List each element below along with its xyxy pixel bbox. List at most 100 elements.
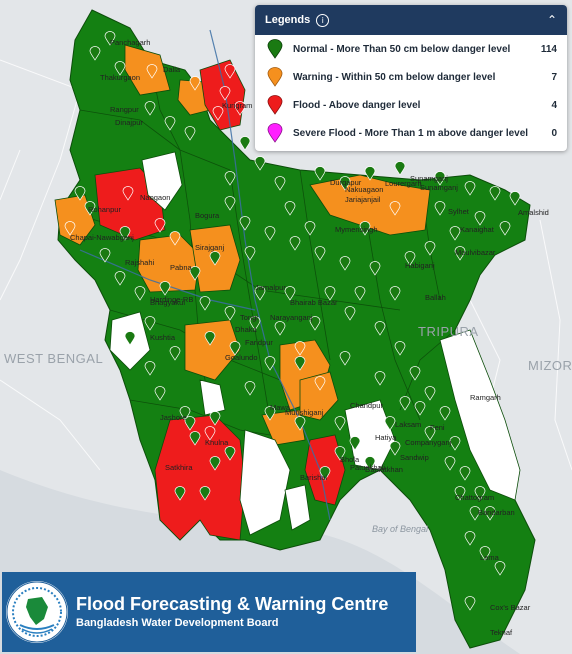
station-pin[interactable] — [219, 86, 231, 101]
station-pin[interactable] — [154, 386, 166, 401]
station-pin[interactable] — [124, 331, 136, 346]
station-pin[interactable] — [364, 456, 376, 471]
station-pin[interactable] — [249, 316, 261, 331]
station-pin[interactable] — [314, 246, 326, 261]
station-pin[interactable] — [154, 218, 166, 233]
station-pin[interactable] — [464, 531, 476, 546]
station-pin[interactable] — [469, 506, 481, 521]
station-pin[interactable] — [319, 466, 331, 481]
station-pin[interactable] — [454, 246, 466, 261]
station-pin[interactable] — [294, 341, 306, 356]
station-pin[interactable] — [484, 506, 496, 521]
station-pin[interactable] — [264, 356, 276, 371]
station-pin[interactable] — [199, 486, 211, 501]
station-pin[interactable] — [244, 246, 256, 261]
station-pin[interactable] — [209, 456, 221, 471]
station-pin[interactable] — [146, 64, 158, 79]
station-pin[interactable] — [184, 126, 196, 141]
station-pin[interactable] — [164, 116, 176, 131]
station-pin[interactable] — [144, 101, 156, 116]
station-pin[interactable] — [229, 341, 241, 356]
station-pin[interactable] — [114, 271, 126, 286]
station-pin[interactable] — [212, 106, 224, 121]
station-pin[interactable] — [289, 236, 301, 251]
station-pin[interactable] — [339, 176, 351, 191]
station-pin[interactable] — [369, 261, 381, 276]
station-pin[interactable] — [274, 321, 286, 336]
station-pin[interactable] — [304, 221, 316, 236]
station-pin[interactable] — [244, 381, 256, 396]
station-pin[interactable] — [364, 166, 376, 181]
station-pin[interactable] — [199, 296, 211, 311]
station-pin[interactable] — [499, 221, 511, 236]
station-pin[interactable] — [239, 136, 251, 151]
station-pin[interactable] — [479, 546, 491, 561]
station-pin[interactable] — [284, 201, 296, 216]
station-pin[interactable] — [169, 231, 181, 246]
chevron-up-icon[interactable]: ⌃ — [546, 13, 557, 27]
station-pin[interactable] — [144, 361, 156, 376]
station-pin[interactable] — [209, 411, 221, 426]
station-pin[interactable] — [344, 306, 356, 321]
station-pin[interactable] — [349, 436, 361, 451]
station-pin[interactable] — [294, 416, 306, 431]
station-pin[interactable] — [309, 316, 321, 331]
station-pin[interactable] — [424, 426, 436, 441]
info-icon[interactable]: i — [316, 13, 330, 27]
station-pin[interactable] — [224, 64, 236, 79]
station-pin[interactable] — [374, 321, 386, 336]
station-pin[interactable] — [294, 356, 306, 371]
station-pin[interactable] — [169, 346, 181, 361]
station-pin[interactable] — [434, 201, 446, 216]
station-pin[interactable] — [204, 331, 216, 346]
station-pin[interactable] — [399, 396, 411, 411]
station-pin[interactable] — [224, 306, 236, 321]
station-pin[interactable] — [459, 466, 471, 481]
station-pin[interactable] — [99, 248, 111, 263]
station-pin[interactable] — [254, 286, 266, 301]
station-pin[interactable] — [159, 281, 171, 296]
station-pin[interactable] — [84, 201, 96, 216]
station-pin[interactable] — [509, 191, 521, 206]
station-pin[interactable] — [489, 186, 501, 201]
station-pin[interactable] — [119, 226, 131, 241]
station-pin[interactable] — [224, 196, 236, 211]
station-pin[interactable] — [209, 251, 221, 266]
station-pin[interactable] — [189, 76, 201, 91]
station-pin[interactable] — [334, 416, 346, 431]
station-pin[interactable] — [394, 341, 406, 356]
station-pin[interactable] — [339, 351, 351, 366]
station-pin[interactable] — [464, 181, 476, 196]
station-pin[interactable] — [189, 431, 201, 446]
station-pin[interactable] — [439, 406, 451, 421]
station-pin[interactable] — [89, 46, 101, 61]
legend-header[interactable]: Legends i ⌃ — [255, 5, 567, 35]
station-pin[interactable] — [339, 256, 351, 271]
station-pin[interactable] — [264, 226, 276, 241]
station-pin[interactable] — [394, 161, 406, 176]
station-pin[interactable] — [354, 286, 366, 301]
station-pin[interactable] — [334, 446, 346, 461]
station-pin[interactable] — [224, 171, 236, 186]
station-pin[interactable] — [274, 176, 286, 191]
station-pins[interactable]: Dalia Kurigram Rangpur Bogura Rohanpur Sirajg… — [64, 31, 549, 638]
station-pin[interactable] — [434, 171, 446, 186]
station-pin[interactable] — [189, 266, 201, 281]
station-pin[interactable] — [254, 156, 266, 171]
station-pin[interactable] — [64, 221, 76, 236]
station-pin[interactable] — [144, 316, 156, 331]
station-pin[interactable] — [494, 561, 506, 576]
station-pin[interactable] — [384, 416, 396, 431]
station-pin[interactable] — [239, 216, 251, 231]
station-pin[interactable] — [359, 221, 371, 236]
station-pin[interactable] — [424, 241, 436, 256]
station-pin[interactable] — [224, 446, 236, 461]
station-pin[interactable] — [179, 406, 191, 421]
station-pin[interactable] — [474, 486, 486, 501]
station-pin[interactable] — [204, 426, 216, 441]
station-pin[interactable] — [264, 406, 276, 421]
station-pin[interactable] — [414, 401, 426, 416]
station-pin[interactable] — [389, 201, 401, 216]
station-pin[interactable] — [474, 211, 486, 226]
